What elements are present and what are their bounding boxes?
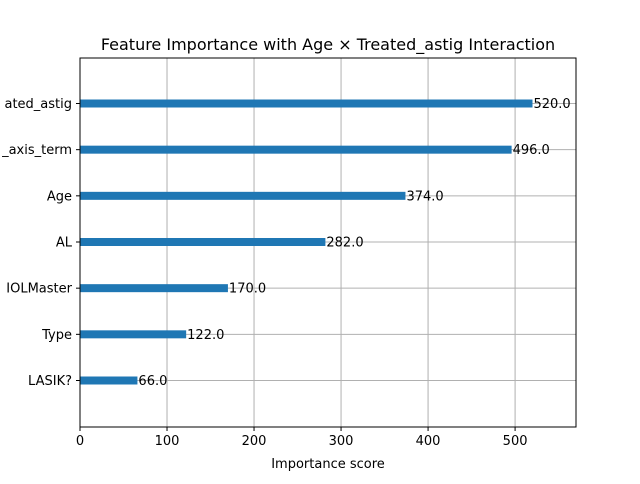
x-tick-label: 400 (416, 434, 441, 449)
data-label: 170.0 (229, 282, 266, 297)
chart-title: Feature Importance with Age × Treated_as… (101, 35, 555, 55)
x-tick-label: 0 (76, 434, 84, 449)
bar-layer (80, 99, 533, 385)
data-label: 282.0 (326, 236, 363, 251)
data-label: 66.0 (138, 374, 167, 389)
bar (80, 145, 512, 154)
bar (80, 284, 228, 293)
y-tick-label: ated_astig (4, 97, 72, 112)
y-tick-label: IOLMaster (6, 282, 72, 297)
y-tick-label: Type (41, 328, 72, 343)
data-label: 374.0 (406, 189, 443, 204)
bar (80, 238, 326, 246)
x-tick-label: 100 (155, 434, 180, 449)
y-tick-label: _axis_term (1, 143, 72, 158)
x-tick-label: 200 (242, 434, 267, 449)
bar (80, 191, 406, 200)
x-tick-label: 500 (503, 434, 528, 449)
data-label: 520.0 (533, 97, 570, 112)
y-tick-label: Age (47, 189, 72, 204)
bar (80, 376, 138, 385)
bar (80, 99, 533, 108)
y-tick-label: LASIK? (28, 374, 72, 389)
x-tick-layer: 0 100 200 300 400 500 (76, 427, 528, 449)
x-tick-label: 300 (329, 434, 354, 449)
x-axis-label: Importance score (271, 457, 385, 472)
data-label-layer: 66.0 122.0 170.0 282.0 374.0 496.0 520.0 (138, 97, 570, 389)
y-tick-label: AL (56, 236, 73, 251)
data-label: 496.0 (513, 143, 550, 158)
bar (80, 330, 187, 339)
y-tick-layer: LASIK? Type IOLMaster AL Age _axis_term ated_a… (1, 97, 80, 389)
data-label: 122.0 (187, 328, 224, 343)
